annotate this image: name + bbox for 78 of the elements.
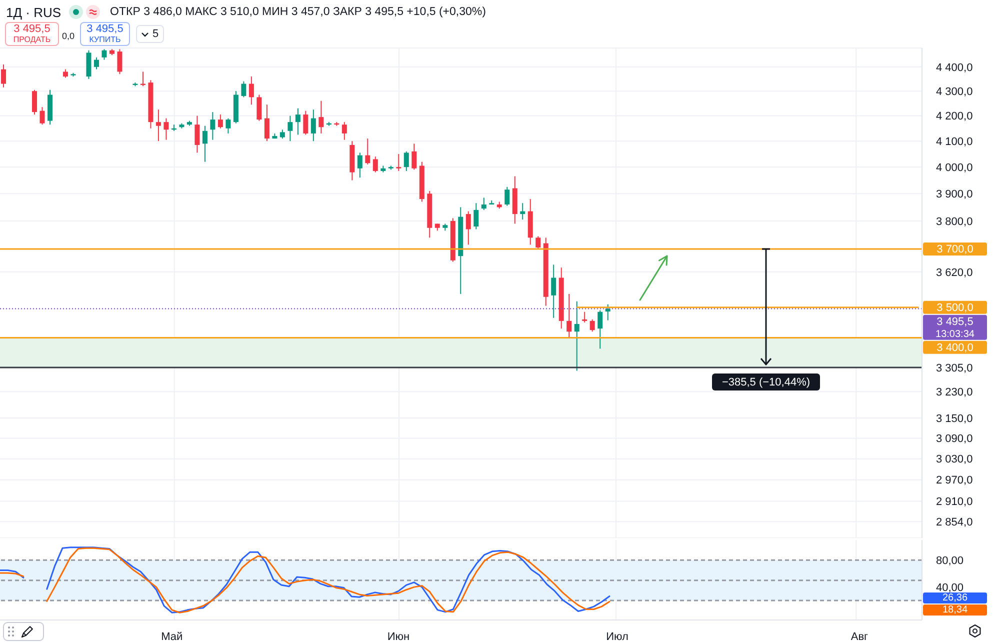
candlestick (404, 150, 409, 172)
x-tick-label: Авг (850, 630, 868, 642)
y-tick-label: 80,00 (936, 555, 964, 568)
y-tick-label: 4 200,0 (936, 110, 973, 123)
sell-button: 3 495,5 ПРОДАТЬ (5, 22, 59, 46)
candlestick (574, 300, 580, 372)
y-tick-label: 3 620,0 (936, 266, 973, 279)
chart-subtitle: ОТКР 3 486,0 МАКС 3 510,0 МИН 3 457,0 ЗАКР 3 495,5 +10,5 (+0,30%) (110, 6, 486, 18)
candlestick (318, 100, 324, 134)
data-label: 3 500,0 (936, 302, 974, 314)
candlestick (520, 202, 526, 220)
candlestick (582, 311, 588, 323)
candlestick (218, 114, 223, 129)
candlestick (310, 109, 316, 142)
candlestick (226, 118, 231, 134)
candlestick (605, 304, 610, 321)
candlestick (117, 48, 122, 75)
candlestick (295, 108, 300, 136)
candlestick (357, 152, 362, 178)
y-tick-label: 3 090,0 (936, 433, 973, 446)
annotation: −385,5 (−10,44%) (722, 376, 810, 389)
candlestick (598, 310, 603, 350)
x-tick-label: Июн (387, 630, 410, 642)
y-tick-label: 3 305,0 (936, 362, 973, 374)
candlestick (164, 118, 169, 140)
candlestick (256, 94, 262, 122)
y-tick-label: 3 230,0 (936, 386, 973, 399)
y-tick-label: 2 854,0 (936, 516, 973, 529)
candlestick (86, 50, 92, 80)
candlestick (566, 293, 572, 338)
x-tick-label: Июл (606, 630, 628, 642)
candlestick (372, 156, 378, 173)
candlestick (466, 210, 471, 246)
candlestick (1, 64, 6, 88)
candlestick (590, 318, 595, 332)
candlestick (32, 89, 37, 116)
candlestick (288, 115, 293, 142)
y-tick-label: 4 300,0 (936, 86, 973, 98)
text: 18,34 (942, 604, 968, 616)
candlestick (504, 186, 510, 206)
candlestick (94, 56, 99, 70)
y-tick-label: 3 150,0 (936, 412, 973, 425)
candlestick (396, 154, 402, 172)
ref-line-label: 3 495,5 13:03:34 (936, 316, 975, 340)
y-tick-label: 40,00 (936, 582, 964, 594)
y-tick-label: 4 400,0 (936, 62, 973, 74)
candlestick (210, 112, 216, 140)
text: 26,36 (942, 592, 968, 604)
y-tick-label: 3 800,0 (936, 216, 973, 228)
text: 0,0 (62, 31, 75, 41)
x-tick-label: Май (161, 630, 183, 642)
collapse-button: 5 (136, 25, 164, 43)
candlestick (365, 138, 370, 165)
candlestick (303, 110, 308, 136)
candlestick (481, 197, 486, 210)
candlestick (248, 76, 254, 106)
y-tick-label: 2 970,0 (936, 474, 973, 487)
y-tick-label: 3 030,0 (936, 454, 973, 466)
candlestick (202, 125, 208, 162)
y-tick-label: 2 910,0 (936, 496, 973, 508)
y-tick-label: 4 000,0 (936, 162, 973, 174)
candlestick (551, 264, 556, 318)
candlestick (156, 109, 161, 142)
chart-title: 1Д · RUS (6, 4, 62, 20)
candlestick (241, 80, 246, 98)
candlestick (474, 202, 479, 230)
y-tick-label: 3 900,0 (936, 188, 973, 201)
candlestick (536, 236, 541, 250)
ref-line-label: 3 700,0 (936, 243, 974, 256)
candlestick (102, 48, 107, 60)
candlestick (412, 143, 417, 170)
candlestick (40, 106, 45, 126)
buy-button: 3 495,5 КУПИТЬ (80, 22, 130, 46)
candlestick (342, 122, 347, 140)
y-tick-label: 4 100,0 (936, 136, 973, 148)
ref-line-label: 3 400,0 (936, 342, 974, 354)
candlestick (264, 104, 270, 142)
candlestick (194, 115, 200, 154)
